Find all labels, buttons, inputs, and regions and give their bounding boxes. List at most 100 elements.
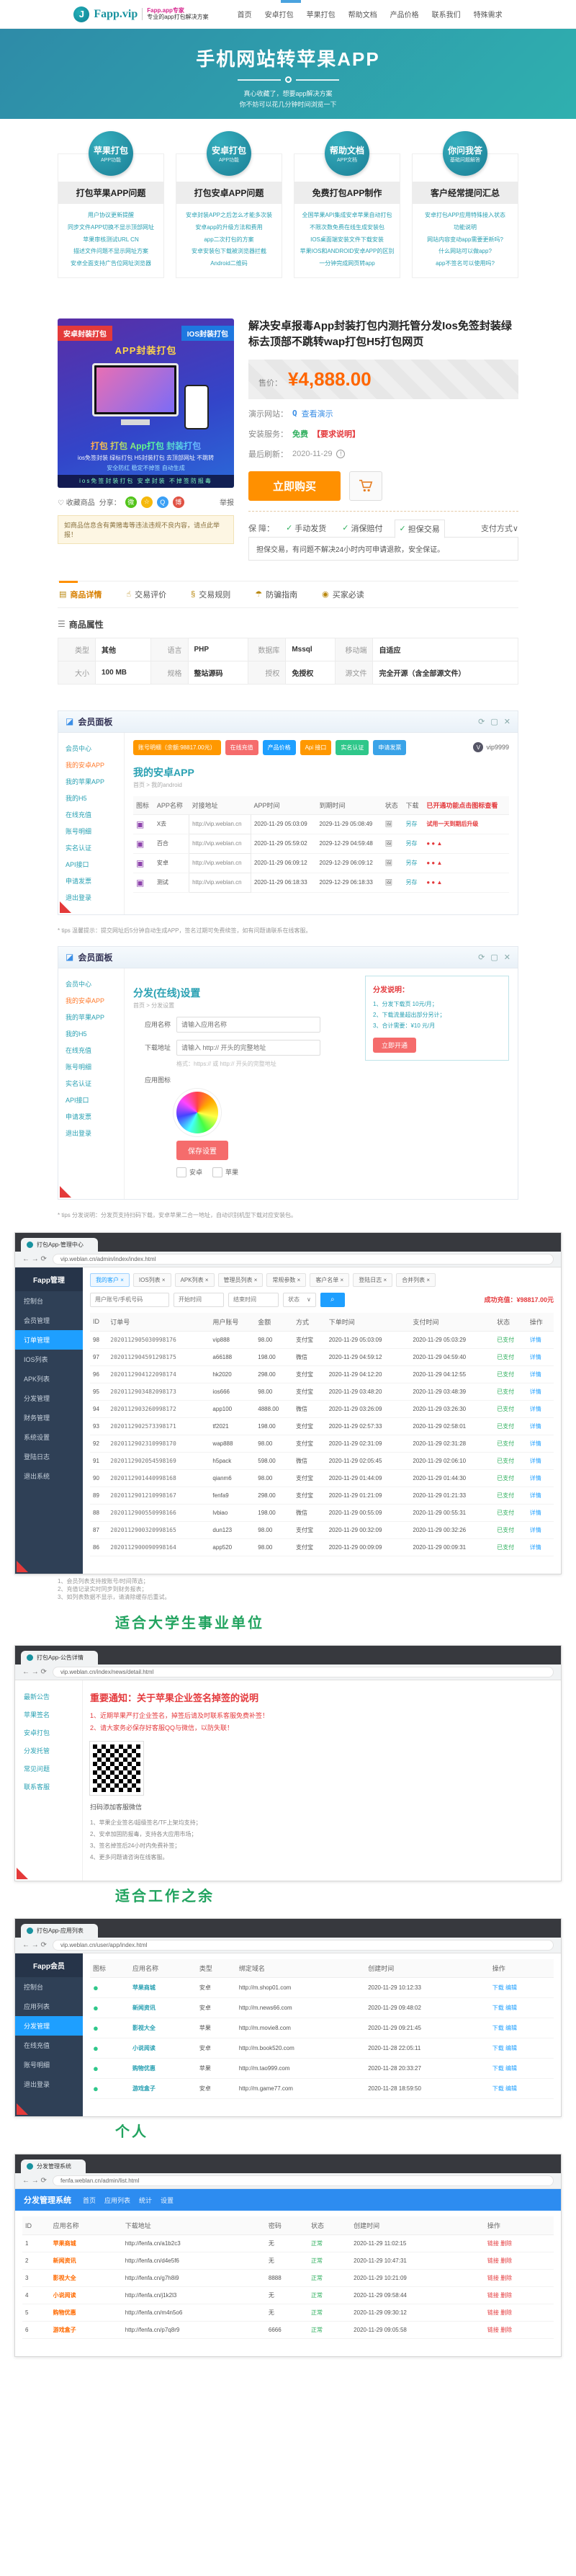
sidebar-item[interactable]: 退出登录 bbox=[66, 893, 92, 901]
close-icon[interactable]: ✕ bbox=[503, 953, 510, 962]
sidebar-item[interactable]: 我的安卓APP bbox=[66, 761, 105, 769]
favorite-button[interactable]: ♡ 收藏商品 bbox=[58, 499, 95, 508]
tab-product-detail[interactable]: ▤ 商品详情 bbox=[59, 580, 102, 600]
sidebar-item[interactable]: 我的安卓APP bbox=[66, 997, 105, 1004]
admin-menu-item[interactable]: 财务管理 bbox=[24, 1414, 50, 1422]
sidebar-item[interactable]: 联系客服 bbox=[24, 1783, 50, 1791]
sidebar-item[interactable]: 我的苹果APP bbox=[66, 1013, 105, 1021]
article-link[interactable]: 描述文件问题不显示网址方案 bbox=[73, 248, 148, 255]
api-button[interactable]: Api 接口 bbox=[300, 739, 332, 755]
url-field[interactable]: vip.weblan.cn/user/app/index.html bbox=[52, 1940, 554, 1951]
sidebar-item[interactable]: 会员中心 bbox=[66, 980, 92, 988]
sidebar-item[interactable]: 实名认证 bbox=[66, 1079, 92, 1087]
sidebar-item[interactable]: 账号明细 bbox=[66, 827, 92, 835]
admin-menu-item[interactable]: 退出登录 bbox=[24, 2081, 50, 2089]
user-search-input[interactable] bbox=[90, 1292, 169, 1307]
browser-tab[interactable]: 打包App-应用列表 bbox=[21, 1924, 98, 1938]
demo-link[interactable]: 查看演示 bbox=[301, 409, 333, 419]
tab-anti-fraud[interactable]: ☂ 防骗指南 bbox=[255, 590, 298, 600]
add-to-cart-button[interactable] bbox=[349, 471, 383, 501]
nav-item[interactable]: 特殊需求 bbox=[473, 12, 503, 19]
tab-buyer-must-read[interactable]: ◉ 买家必读 bbox=[322, 590, 364, 600]
refresh-icon[interactable]: ⟳ bbox=[478, 717, 485, 726]
admin-menu-item[interactable]: IOS列表 bbox=[24, 1355, 48, 1363]
sidebar-item[interactable]: 我的H5 bbox=[66, 1030, 87, 1038]
close-icon[interactable]: ✕ bbox=[503, 717, 510, 726]
nav-item[interactable]: 帮助文档 bbox=[348, 12, 377, 19]
sidebar-item[interactable]: 分发托管 bbox=[24, 1747, 50, 1755]
admin-menu-item[interactable]: 登陆日志 bbox=[24, 1453, 50, 1461]
nav-item[interactable]: 苹果打包 bbox=[306, 12, 336, 19]
tab-chip[interactable]: 管理员列表 × bbox=[217, 1273, 264, 1287]
app-name-input[interactable] bbox=[176, 1016, 320, 1033]
sidebar-item[interactable]: API接口 bbox=[66, 860, 89, 868]
color-wheel-icon[interactable] bbox=[176, 1091, 218, 1133]
sidebar-item[interactable]: 会员中心 bbox=[66, 744, 92, 752]
start-time-input[interactable] bbox=[174, 1292, 224, 1307]
browser-nav-icons[interactable]: ← → ⟳ bbox=[22, 1941, 47, 1950]
qzone-share-icon[interactable]: ☆ bbox=[140, 496, 153, 508]
weibo-share-icon[interactable]: 博 bbox=[172, 496, 184, 508]
android-checkbox[interactable]: 安卓 bbox=[176, 1167, 202, 1177]
article-link[interactable]: 安卓打包APP应用特殊接入状态 bbox=[424, 212, 505, 218]
sidebar-item[interactable]: 最新公告 bbox=[24, 1693, 50, 1701]
article-link[interactable]: app不签名可以使用吗? bbox=[436, 260, 495, 267]
url-field[interactable]: vip.weblan.cn/index/news/detail.html bbox=[52, 1666, 554, 1677]
admin-menu-item[interactable]: 分发管理 bbox=[24, 1394, 50, 1402]
tab-chip[interactable]: 常规参数 × bbox=[266, 1273, 307, 1287]
article-link[interactable]: 全国苹果API集成安卓苹果自动打包 bbox=[302, 212, 392, 218]
tab-chip[interactable]: APK列表 × bbox=[174, 1273, 215, 1287]
account-detail-button[interactable]: 账号明细（余额:98817.00元） bbox=[133, 739, 221, 755]
admin-menu-item[interactable]: 分发管理 bbox=[15, 2016, 83, 2036]
sidebar-item[interactable]: 苹果签名 bbox=[24, 1711, 50, 1719]
requirement-note-link[interactable]: 【要求说明】 bbox=[312, 429, 360, 439]
article-link[interactable]: 安卓封装APP之后怎么才能多次装 bbox=[185, 212, 272, 218]
report-link[interactable]: 举报 bbox=[220, 499, 234, 508]
article-link[interactable]: 用户协议更新提醒 bbox=[88, 212, 134, 218]
sidebar-item[interactable]: 常见问题 bbox=[24, 1765, 50, 1773]
sidebar-item[interactable]: 申请发票 bbox=[66, 1113, 92, 1120]
article-link[interactable]: 安卓app的升级方法和费用 bbox=[195, 223, 263, 231]
header-menu-item[interactable]: 设置 bbox=[161, 2196, 174, 2204]
admin-menu-item[interactable]: 控制台 bbox=[24, 1984, 44, 1992]
article-link[interactable]: 网站内容变动app需要更新吗? bbox=[427, 236, 503, 243]
search-button[interactable]: ⌕ bbox=[320, 1292, 345, 1307]
url-field[interactable]: fenfa.weblan.cn/admin/list.html bbox=[52, 2175, 554, 2187]
article-link[interactable]: 功能说明 bbox=[454, 223, 477, 231]
browser-nav-icons[interactable]: ← → ⟳ bbox=[22, 2177, 47, 2185]
admin-menu-item[interactable]: 在线充值 bbox=[24, 2042, 50, 2050]
article-link[interactable]: 什么网站可以做app? bbox=[438, 248, 492, 255]
browser-tab[interactable]: 打包App-管理中心 bbox=[21, 1237, 98, 1252]
save-settings-button[interactable]: 保存设置 bbox=[176, 1140, 228, 1160]
sidebar-item[interactable]: 账号明细 bbox=[66, 1063, 92, 1071]
refresh-icon[interactable]: ⟳ bbox=[478, 953, 485, 962]
site-logo[interactable]: J Fapp.vip Fapp.app专家 专业的app打包解决方案 bbox=[73, 6, 209, 22]
article-link[interactable]: 苹果审核测试URL CN bbox=[83, 236, 139, 243]
browser-tab[interactable]: 打包App-公告详情 bbox=[21, 1650, 98, 1664]
status-select[interactable]: 状态 ∨ bbox=[283, 1292, 316, 1307]
admin-menu-item[interactable]: 会员管理 bbox=[24, 1316, 50, 1324]
sidebar-item[interactable]: API接口 bbox=[66, 1096, 89, 1104]
nav-item[interactable]: 产品价格 bbox=[390, 12, 419, 19]
payment-methods-toggle[interactable]: 支付方式∨ bbox=[480, 524, 518, 533]
maximize-icon[interactable]: ▢ bbox=[490, 717, 498, 726]
browser-tab[interactable]: 分发管理系统 bbox=[21, 2160, 86, 2174]
sidebar-item[interactable]: 在线充值 bbox=[66, 811, 92, 819]
tab-chip[interactable]: 合并列表 × bbox=[396, 1273, 436, 1287]
admin-menu-item[interactable]: APK列表 bbox=[24, 1375, 50, 1383]
tab-trade-rules[interactable]: § 交易规则 bbox=[191, 589, 231, 600]
guarantee-escrow-tab[interactable]: ✓ 担保交易 bbox=[394, 519, 445, 538]
buy-now-button[interactable]: 立即购买 bbox=[248, 471, 341, 501]
sidebar-item[interactable]: 我的苹果APP bbox=[66, 777, 105, 785]
admin-menu-item[interactable]: 账号明细 bbox=[24, 2062, 50, 2069]
sidebar-item[interactable]: 申请发票 bbox=[66, 877, 92, 885]
price-button[interactable]: 产品价格 bbox=[262, 739, 296, 755]
info-icon[interactable]: ! bbox=[336, 449, 346, 458]
download-url-input[interactable] bbox=[176, 1039, 320, 1056]
sidebar-item[interactable]: 安卓打包 bbox=[24, 1729, 50, 1737]
url-field[interactable]: vip.weblan.cn/admin/index/index.html bbox=[52, 1253, 554, 1265]
header-menu-item[interactable]: 统计 bbox=[139, 2196, 153, 2204]
admin-menu-item[interactable]: 应用列表 bbox=[24, 2003, 50, 2011]
wechat-share-icon[interactable]: 微 bbox=[125, 496, 137, 508]
